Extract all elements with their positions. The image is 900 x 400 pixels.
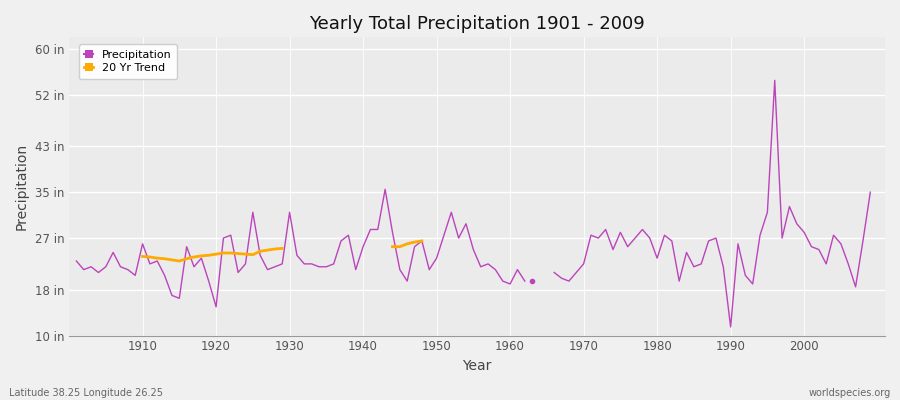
Legend: Precipitation, 20 Yr Trend: Precipitation, 20 Yr Trend	[78, 44, 177, 79]
Text: Latitude 38.25 Longitude 26.25: Latitude 38.25 Longitude 26.25	[9, 388, 163, 398]
Y-axis label: Precipitation: Precipitation	[15, 143, 29, 230]
X-axis label: Year: Year	[463, 359, 491, 373]
Text: worldspecies.org: worldspecies.org	[809, 388, 891, 398]
Title: Yearly Total Precipitation 1901 - 2009: Yearly Total Precipitation 1901 - 2009	[309, 15, 645, 33]
